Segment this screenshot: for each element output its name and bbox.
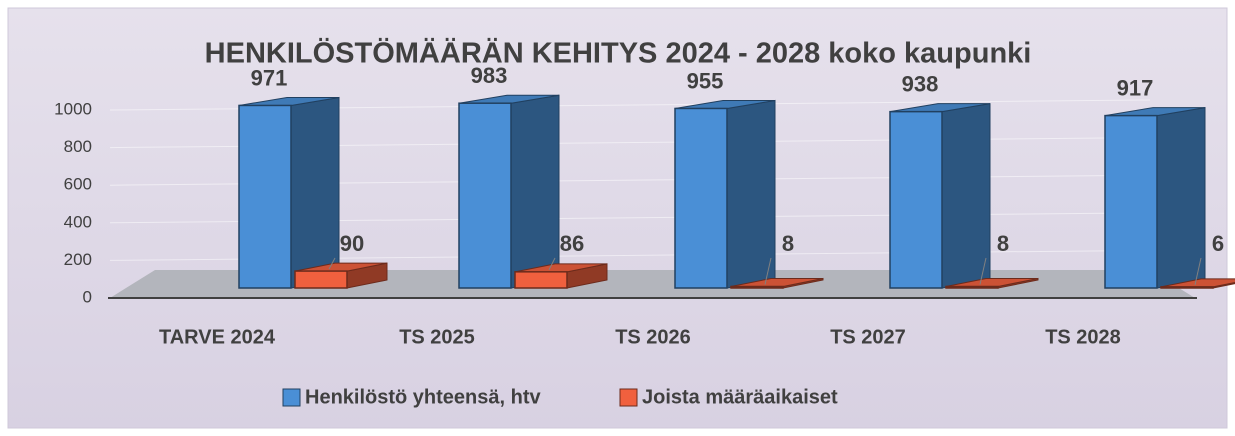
bar [1160,286,1214,289]
bar [458,102,512,289]
bar-side [510,94,560,289]
leader-line [328,257,336,270]
y-tick-label: 1000 [54,99,92,118]
x-tick-label: TS 2028 [1045,326,1121,348]
leader-line [548,257,556,271]
data-label: 938 [902,71,939,96]
x-tick-label: TARVE 2024 [159,326,276,348]
y-tick-label: 200 [64,250,92,269]
data-label: 86 [560,231,584,256]
bar [945,285,999,289]
leader-line [764,257,772,285]
x-tick-label: TS 2025 [399,326,475,348]
bar [730,285,784,289]
data-label: 971 [251,65,288,90]
data-label: 8 [782,231,794,256]
leader-line [979,257,987,285]
data-label: 983 [471,63,508,88]
data-label: 90 [340,231,364,256]
bar [238,104,292,289]
y-tick-label: 800 [64,137,92,156]
data-label: 917 [1117,75,1154,100]
x-tick-label: TS 2027 [830,326,906,348]
legend-label: Henkilöstö yhteensä, htv [305,386,541,408]
y-tick-label: 600 [64,175,92,194]
legend-swatch [619,388,638,407]
bar [514,271,568,289]
data-label: 8 [997,231,1009,256]
legend-label: Joista määräaikaiset [642,386,838,408]
data-label: 955 [687,68,724,93]
bar-side [726,99,776,289]
bar [889,110,943,289]
data-label: 6 [1212,231,1224,256]
x-tick-label: TS 2026 [615,326,691,348]
bar-side [941,103,991,289]
legend-swatch [282,388,301,407]
bar-side [290,96,340,289]
bar-side [1156,107,1206,289]
bar [294,270,348,289]
bar [674,107,728,289]
chart-title: HENKILÖSTÖMÄÄRÄN KEHITYS 2024 - 2028 kok… [205,37,1032,70]
y-tick-label: 0 [83,287,92,306]
leader-line [1194,257,1202,285]
y-tick-label: 400 [64,212,92,231]
bar [1104,114,1158,289]
